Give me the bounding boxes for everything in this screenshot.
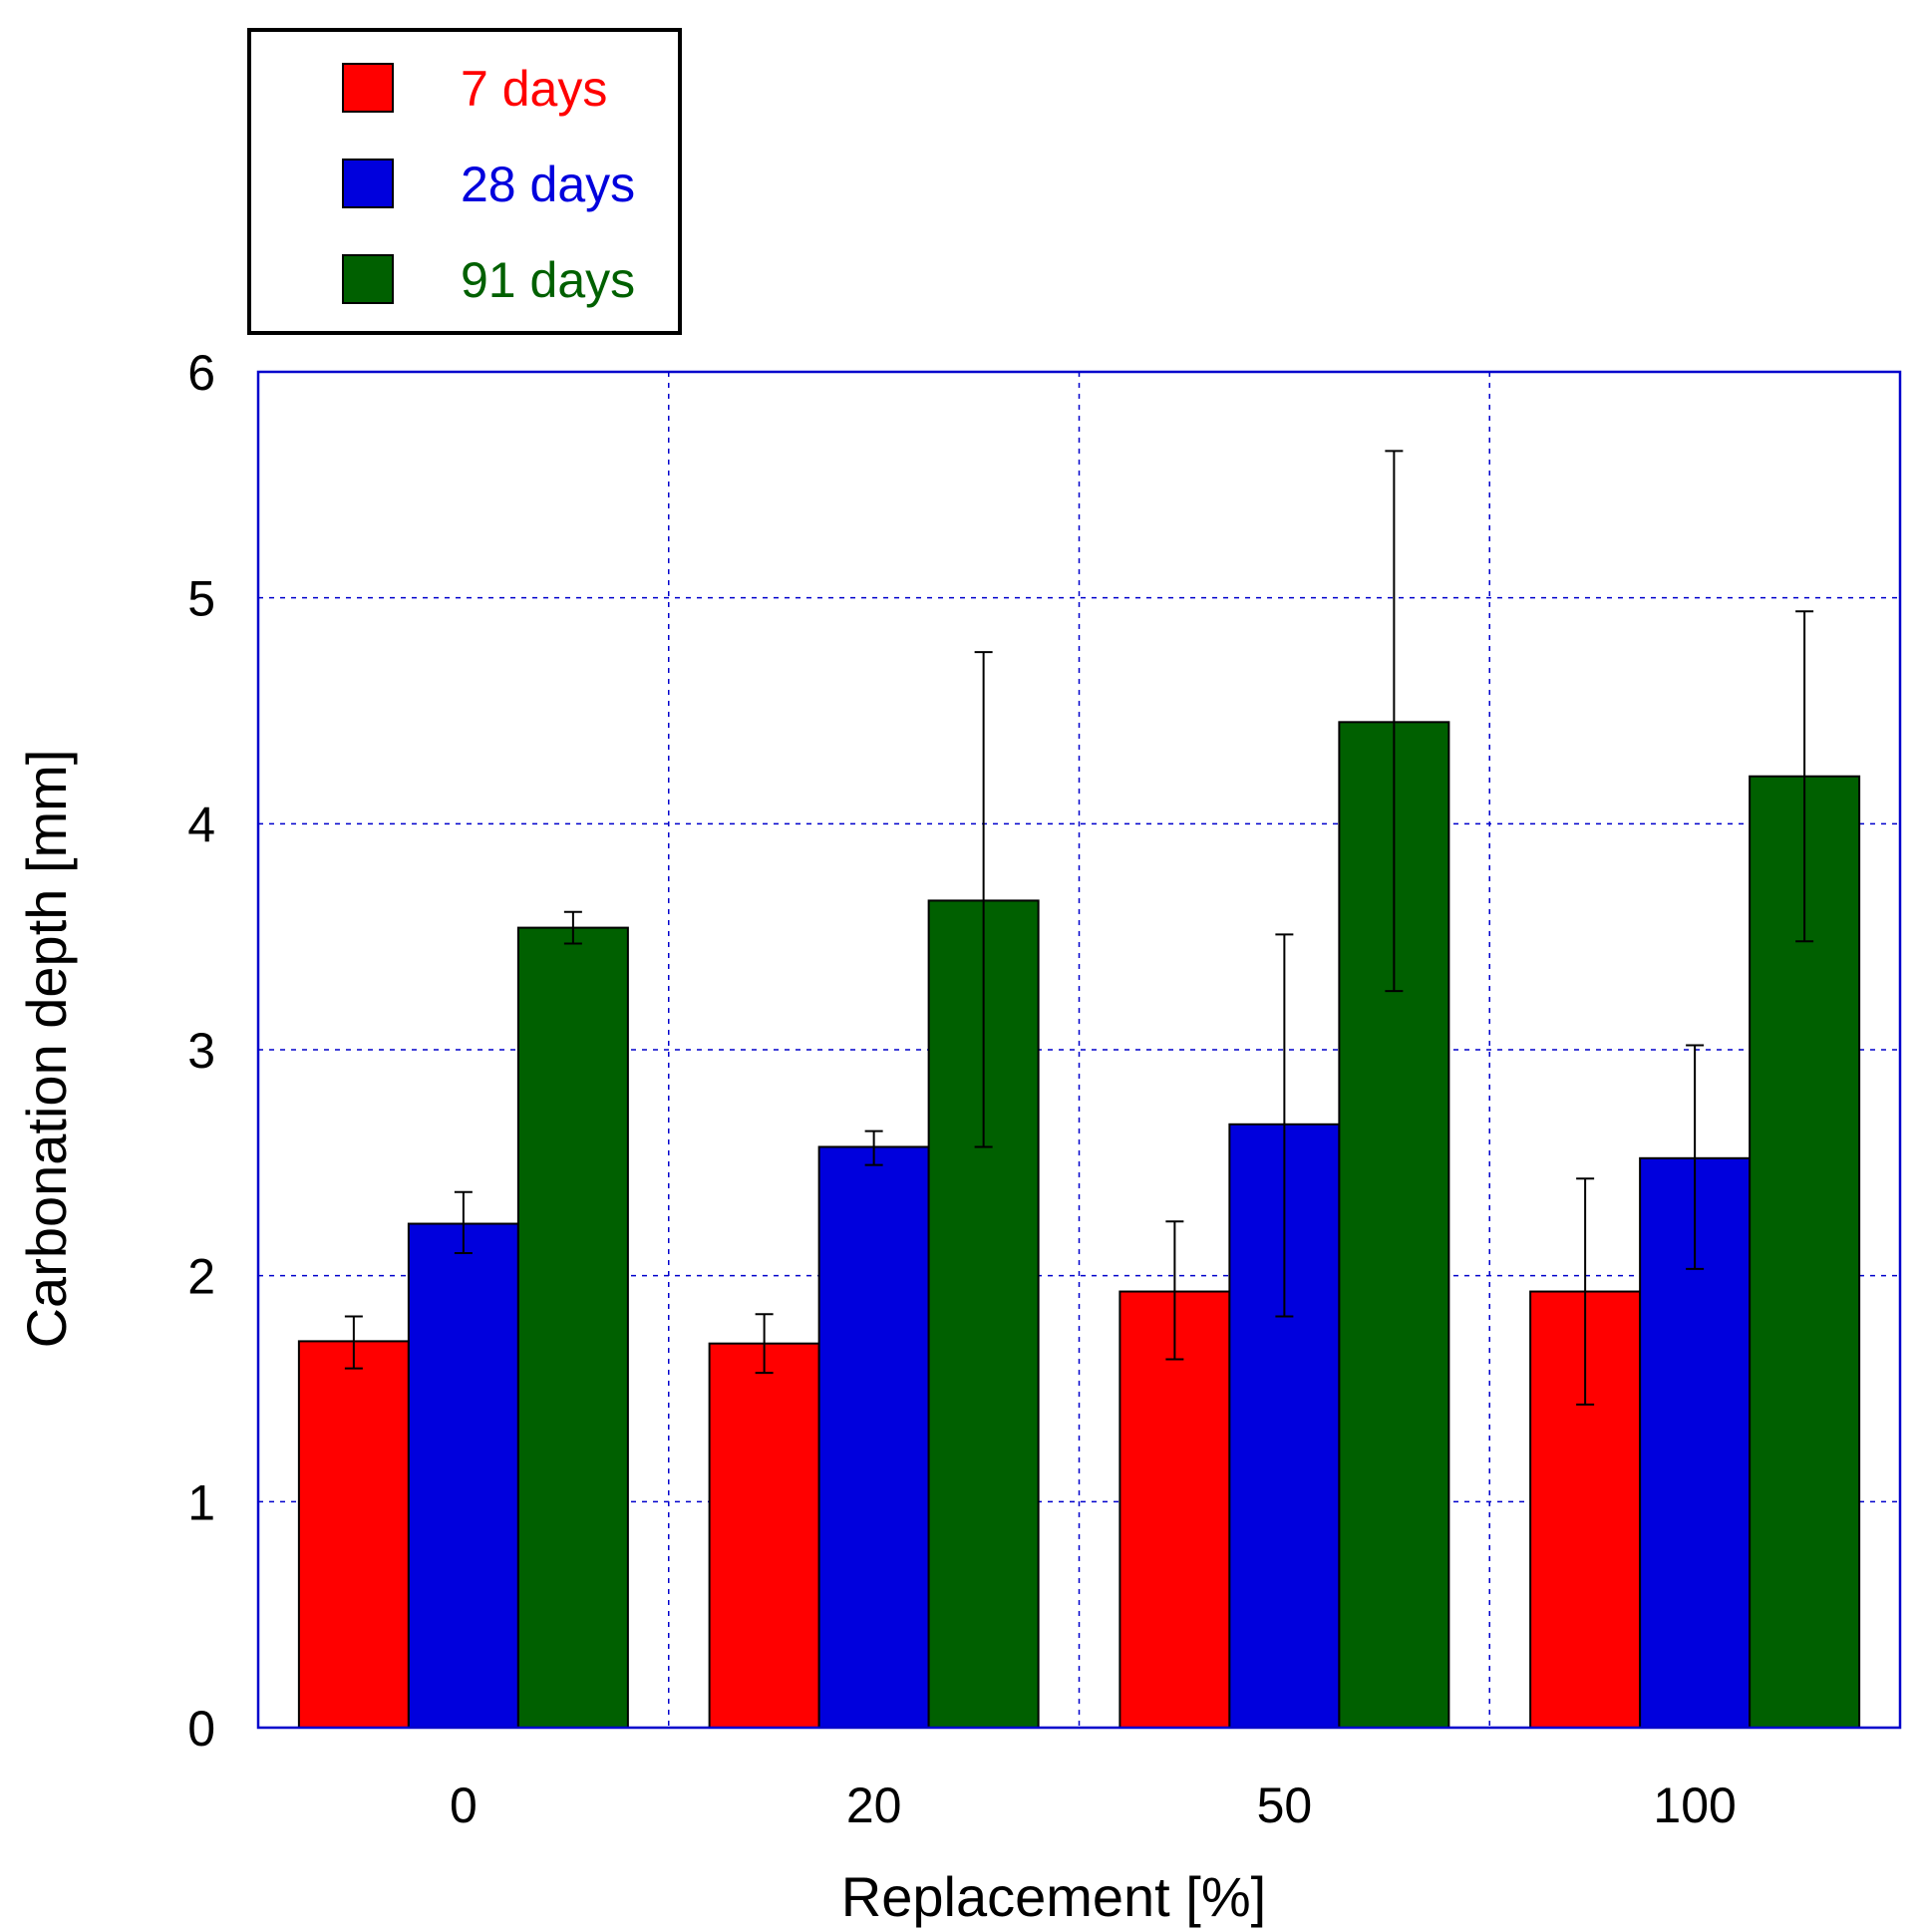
y-tick-label: 3 <box>187 1023 215 1079</box>
error-bar <box>1795 610 1814 943</box>
error-bar <box>1165 1220 1184 1361</box>
error-bar <box>1576 1177 1595 1406</box>
y-axis-title: Carbonation depth [mm] <box>15 750 78 1349</box>
error-bar <box>1275 933 1294 1318</box>
x-tick-label: 0 <box>450 1777 478 1833</box>
legend-label: 28 days <box>461 157 635 212</box>
bar <box>516 926 629 1729</box>
y-tick-labels: 0 1 2 3 4 5 6 <box>187 345 215 1757</box>
y-tick-label: 1 <box>187 1474 215 1530</box>
legend-swatch <box>342 159 394 208</box>
error-bar <box>563 910 582 945</box>
bar <box>407 1222 519 1729</box>
error-bar <box>864 1129 883 1166</box>
bar <box>817 1145 930 1729</box>
y-tick-label: 5 <box>187 571 215 627</box>
legend-swatch <box>342 63 394 113</box>
legend-swatch <box>342 254 394 304</box>
grid <box>258 372 1900 1728</box>
bar <box>1119 1290 1231 1729</box>
error-bar <box>344 1315 363 1370</box>
y-tick-label: 4 <box>187 797 215 852</box>
legend: 7 days 28 days 91 days <box>247 28 682 335</box>
x-tick-labels: 0 20 50 100 <box>450 1777 1737 1833</box>
legend-label: 91 days <box>461 252 635 308</box>
bars <box>297 721 1861 1730</box>
error-bar <box>454 1190 473 1254</box>
x-axis-title: Replacement [%] <box>841 1865 1266 1928</box>
y-tick-label: 0 <box>187 1701 215 1757</box>
error-bar <box>755 1313 774 1375</box>
legend-label: 7 days <box>461 61 607 117</box>
plot-frame <box>256 370 1902 1730</box>
bar <box>708 1342 820 1729</box>
error-bar <box>974 651 993 1148</box>
y-tick-label: 6 <box>187 345 215 401</box>
legend-box <box>247 28 682 335</box>
error-bar <box>1385 450 1404 993</box>
x-tick-label: 100 <box>1653 1777 1736 1833</box>
x-tick-label: 50 <box>1257 1777 1313 1833</box>
error-bar <box>1686 1044 1705 1270</box>
error-bars <box>344 450 1814 1406</box>
y-tick-label: 2 <box>187 1249 215 1305</box>
bar <box>297 1340 410 1730</box>
x-tick-label: 20 <box>846 1777 902 1833</box>
